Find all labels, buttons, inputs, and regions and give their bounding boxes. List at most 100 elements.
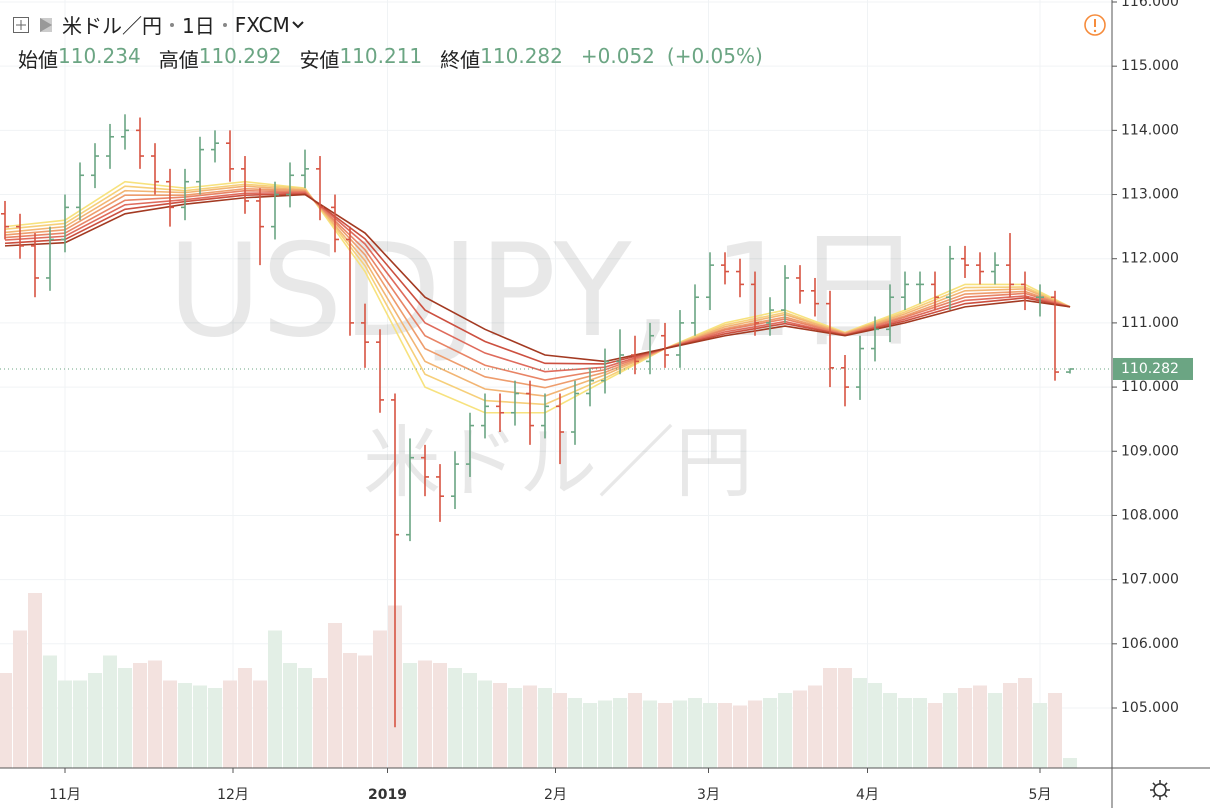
ohlc-line: 始値 110.234 高値 110.292 安値 110.211 終値 110.282 … <box>18 44 775 73</box>
volume-bar <box>957 688 972 768</box>
volume-bar <box>522 685 537 768</box>
volume-bar <box>282 663 297 768</box>
volume-bar <box>492 683 507 768</box>
x-tick-label: 3月 <box>697 787 720 803</box>
volume-bar <box>642 700 657 768</box>
volume-bar <box>942 693 957 768</box>
volume-bar <box>87 673 102 768</box>
volume-bar <box>927 703 942 768</box>
exchange[interactable]: FXCM <box>234 12 290 37</box>
y-tick-label: 110.000 <box>1121 379 1179 395</box>
y-tick-label: 114.000 <box>1121 122 1179 138</box>
settings-gear[interactable] <box>1163 782 1168 787</box>
volume-bar <box>192 685 207 768</box>
volume-bar <box>507 688 522 768</box>
y-tick-label: 113.000 <box>1121 187 1179 203</box>
volume-bar <box>402 663 417 768</box>
volume-bar <box>1002 683 1017 768</box>
settings-gear[interactable] <box>1152 793 1157 798</box>
volume-bar <box>57 680 72 768</box>
volume-bar <box>117 668 132 768</box>
volume-bar <box>1063 758 1077 768</box>
volume-bar <box>792 690 807 768</box>
volume-bar <box>867 683 882 768</box>
volume-bar <box>987 693 1002 768</box>
volume-bar <box>297 668 312 768</box>
volume-bar <box>972 685 987 768</box>
settings-gear[interactable] <box>1152 782 1157 787</box>
y-tick-label: 109.000 <box>1121 443 1179 459</box>
volume-bar <box>882 693 897 768</box>
ohlc-value: 110.292 <box>198 44 282 68</box>
symbol: 米ドル／円 <box>62 14 162 38</box>
x-tick-label: 4月 <box>856 787 879 803</box>
x-tick-label: 11月 <box>49 787 81 803</box>
volume-bar <box>102 655 117 768</box>
volume-bar <box>72 680 87 768</box>
volume-bar <box>177 683 192 768</box>
y-tick-label: 115.000 <box>1121 58 1179 74</box>
volume-bar <box>777 693 792 768</box>
volume-bar <box>147 660 162 768</box>
settings-icon[interactable] <box>1150 780 1170 800</box>
y-tick-label: 112.000 <box>1121 251 1179 267</box>
separator <box>222 22 227 27</box>
volume-bar <box>207 688 222 768</box>
volume-bar <box>1048 693 1062 768</box>
x-tick-label: 2019 <box>368 787 407 803</box>
volume-bar <box>747 700 762 768</box>
volume-bar <box>837 668 852 768</box>
volume-bar <box>417 660 432 768</box>
volume-bar <box>252 680 267 768</box>
watermark-sub: 米ドル／円 <box>363 418 753 508</box>
volume-bar <box>327 623 342 768</box>
volume-bar <box>582 703 597 768</box>
volume-bar <box>552 693 567 768</box>
volume-bar <box>1033 703 1047 768</box>
change: +0.052 <box>580 44 655 68</box>
volume-bar <box>27 593 42 768</box>
volume-bar <box>447 668 462 768</box>
interval[interactable]: 1日 <box>182 14 215 38</box>
volume-bar <box>462 673 477 768</box>
volume-bar <box>627 693 642 768</box>
volume-bar <box>237 668 252 768</box>
flag-icon <box>40 17 52 32</box>
volume-bar <box>687 698 702 768</box>
volume-bar <box>657 703 672 768</box>
volume-bar <box>612 698 627 768</box>
volume-bar <box>372 630 387 768</box>
volume-bar <box>222 680 237 768</box>
y-tick-label: 111.000 <box>1121 315 1179 331</box>
y-tick-label: 108.000 <box>1121 507 1179 523</box>
symbol-line: 米ドル／円 1日 FXCM <box>12 10 304 39</box>
volume-bar <box>717 703 732 768</box>
ohlc-label: 終値 <box>440 48 481 72</box>
volume-bar <box>567 698 582 768</box>
volume-bar <box>597 700 612 768</box>
settings-gear[interactable] <box>1163 793 1168 798</box>
volume-bar <box>267 630 282 768</box>
price-axis <box>1112 0 1210 808</box>
volume-bar <box>477 680 492 768</box>
volume-bar <box>1017 678 1032 768</box>
alert-icon <box>1093 29 1097 33</box>
collapse-icon[interactable] <box>12 16 30 34</box>
ohlc-label: 安値 <box>299 48 340 72</box>
last-price-tag <box>1113 357 1193 380</box>
x-tick-label: 5月 <box>1029 787 1052 803</box>
volume-bar <box>732 705 747 768</box>
y-tick-label: 106.000 <box>1121 636 1179 652</box>
chevron[interactable] <box>292 20 304 30</box>
y-tick-label: 116.000 <box>1121 0 1179 10</box>
volume-bar <box>537 688 552 768</box>
ohlc-value: 110.282 <box>480 44 563 68</box>
volume-bar <box>162 680 177 768</box>
separator <box>170 22 174 27</box>
x-tick-label: 2月 <box>544 787 567 803</box>
volume-bar <box>852 678 867 768</box>
y-tick-label: 105.000 <box>1121 700 1179 716</box>
last-price-label: 110.282 <box>1121 361 1179 377</box>
